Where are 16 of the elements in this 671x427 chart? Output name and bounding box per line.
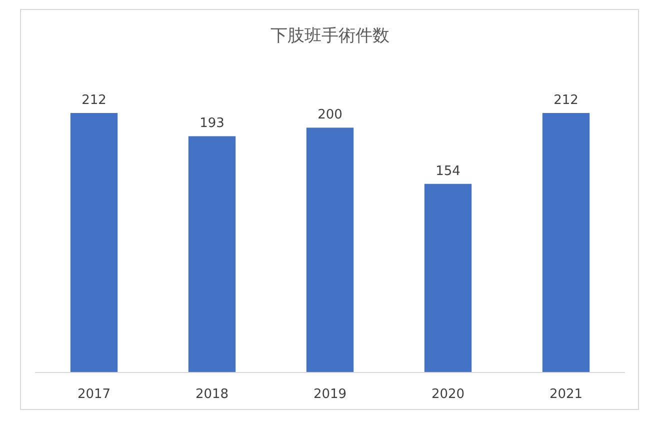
bar <box>306 128 354 372</box>
x-tick-label: 2019 <box>313 387 347 402</box>
data-label: 200 <box>318 108 342 123</box>
chart-title: 下肢班手術件数 <box>270 26 390 46</box>
data-label: 193 <box>200 116 224 132</box>
x-tick-label: 2018 <box>195 387 229 402</box>
bar <box>542 113 590 372</box>
data-label: 212 <box>554 93 578 108</box>
bar <box>188 136 236 372</box>
x-tick-label: 2021 <box>549 387 583 402</box>
x-tick-label: 2020 <box>431 387 465 402</box>
x-tick-label: 2017 <box>77 387 111 402</box>
bar <box>70 113 118 372</box>
bar <box>424 184 472 372</box>
data-label: 154 <box>436 164 460 179</box>
data-label: 212 <box>82 93 106 108</box>
